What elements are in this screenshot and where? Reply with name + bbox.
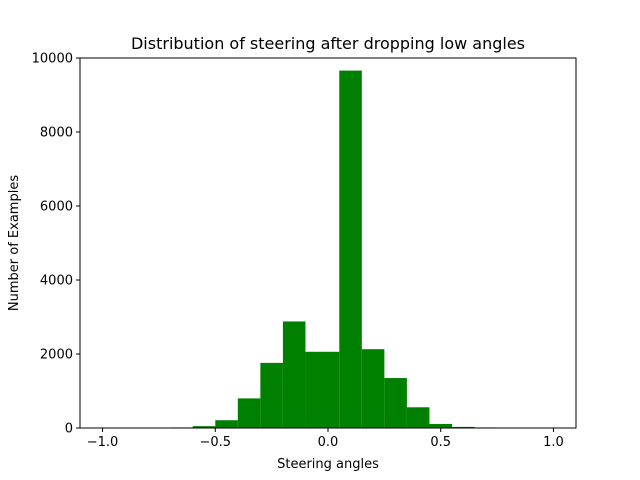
histogram-bar-9 (361, 349, 385, 428)
histogram-bar-13 (452, 426, 475, 428)
y-tick-label-3: 6000 (40, 200, 73, 215)
bars-group (170, 70, 498, 428)
histogram-bar-5 (282, 321, 306, 428)
y-tick-label-5: 10000 (32, 52, 73, 67)
histogram-bar-4 (260, 362, 283, 428)
x-tick-label-0: −1.0 (87, 435, 119, 450)
y-axis-label: Number of Examples (7, 175, 22, 311)
histogram-bar-1 (192, 426, 216, 428)
histogram-bar-10 (384, 378, 407, 428)
x-axis-ticks: −1.0 −0.5 0.0 0.5 1.0 (87, 428, 564, 450)
y-tick-label-1: 2000 (40, 348, 73, 363)
y-axis-ticks: 0 2000 4000 6000 8000 10000 (32, 52, 80, 437)
histogram-bar-8 (339, 70, 362, 428)
y-tick-label-2: 4000 (40, 274, 73, 289)
x-tick-label-2: 0.0 (318, 435, 339, 450)
histogram-bar-3 (237, 398, 261, 428)
histogram-bar-11 (406, 407, 430, 428)
histogram-bar-6 (305, 351, 328, 428)
y-tick-label-4: 8000 (40, 126, 73, 141)
histogram-bar-7 (328, 351, 340, 428)
histogram-bar-2 (215, 420, 238, 428)
y-tick-label-0: 0 (65, 422, 73, 437)
x-axis-label: Steering angles (277, 457, 379, 472)
x-tick-label-3: 0.5 (430, 435, 451, 450)
x-tick-label-1: −0.5 (199, 435, 231, 450)
chart-title: Distribution of steering after dropping … (131, 34, 525, 53)
histogram-bar-12 (429, 423, 452, 428)
x-tick-label-4: 1.0 (543, 435, 564, 450)
